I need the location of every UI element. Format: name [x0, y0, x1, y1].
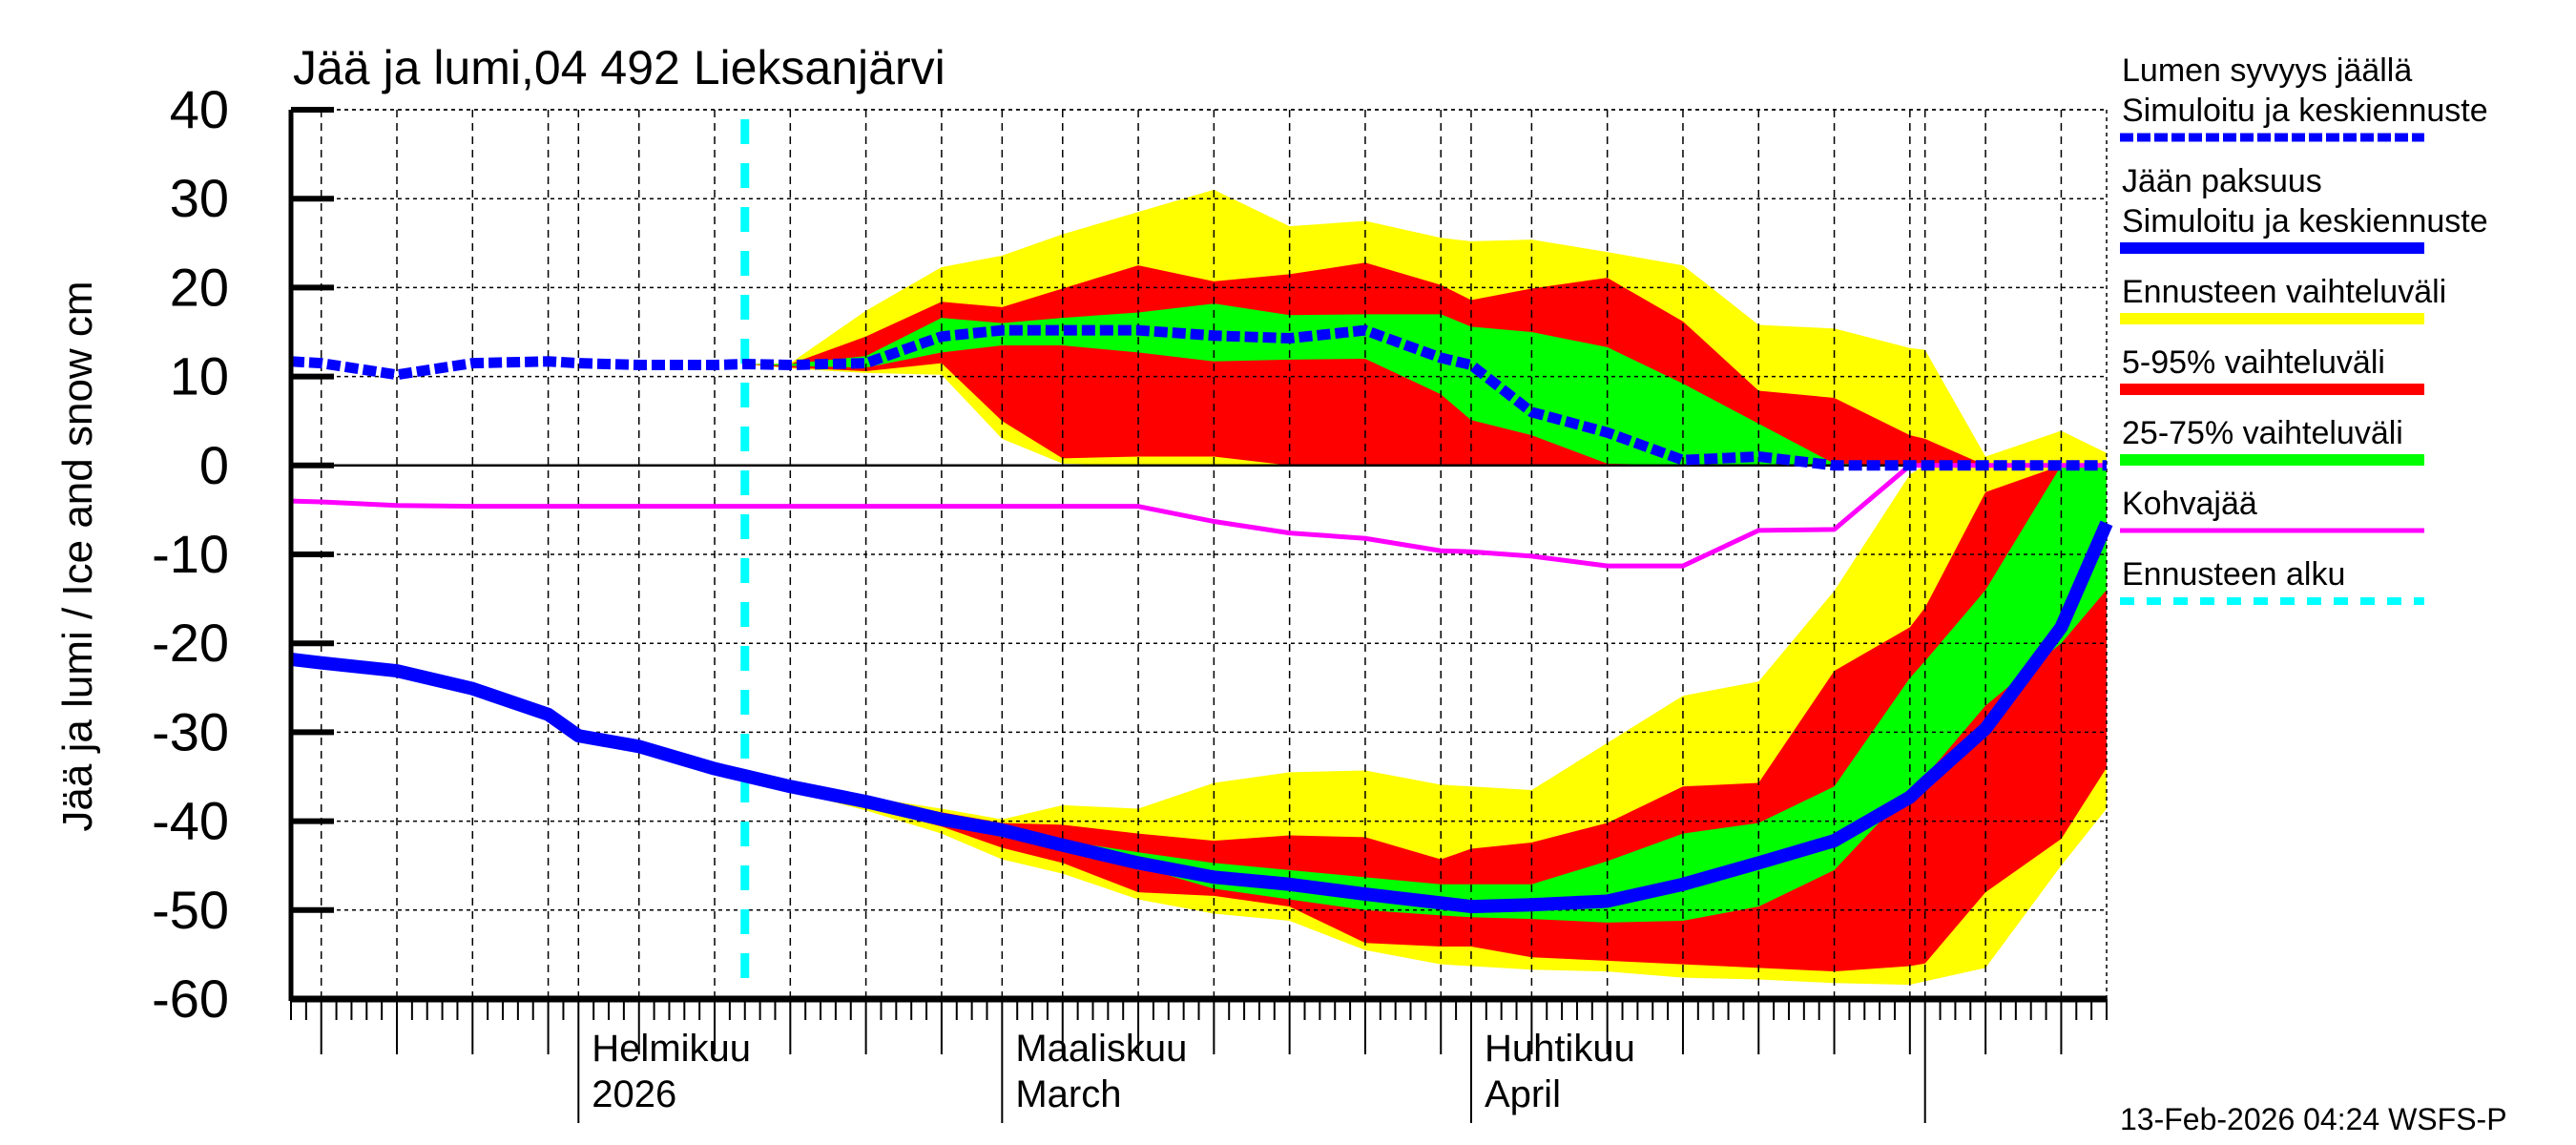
bands-layer: [744, 189, 2107, 986]
legend-sublabel: Simuloitu ja keskiennuste: [2122, 203, 2488, 239]
y-tick-label: -20: [152, 613, 229, 673]
y-tick-label: -50: [152, 880, 229, 940]
snow-25-75-band: [744, 303, 2107, 466]
legend: Lumen syvyys jäällä Simuloitu ja keskienn…: [2120, 52, 2488, 605]
y-tick-label: -10: [152, 524, 229, 584]
legend-sublabel: Simuloitu ja keskiennuste: [2122, 93, 2488, 129]
legend-label: 25-75% vaihteluväli: [2122, 415, 2403, 451]
y-tick-label: -40: [152, 791, 229, 851]
legend-label: Kohvajää: [2122, 486, 2257, 522]
y-tick-label: 10: [170, 346, 229, 406]
y-tick-label: 0: [199, 435, 229, 495]
y-axis-label: Jää ja lumi / Ice and snow cm: [54, 281, 101, 831]
month-sublabel: April: [1485, 1073, 1561, 1115]
y-tick-label: -60: [152, 968, 229, 1029]
month-sublabel: 2026: [592, 1073, 676, 1115]
legend-label: 5-95% vaihteluväli: [2122, 344, 2385, 381]
legend-label: Jään paksuus: [2122, 163, 2322, 199]
legend-label: Lumen syvyys jäällä: [2122, 52, 2412, 89]
ice-thickness-line: [290, 520, 2113, 914]
month-label: Maaliskuu: [1015, 1028, 1187, 1070]
y-tick-label: 40: [170, 79, 229, 139]
month-sublabel: March: [1015, 1073, 1121, 1115]
y-tick-label: -30: [152, 701, 229, 761]
month-label: Helmikuu: [592, 1028, 751, 1070]
chart-title: Jää ja lumi,04 492 Lieksanjärvi: [293, 41, 945, 94]
legend-label: Ennusteen alku: [2122, 556, 2345, 593]
snow-depth-line: [290, 324, 2107, 471]
lines-layer: [290, 119, 2113, 999]
footer-timestamp: 13-Feb-2026 04:24 WSFS-P: [2120, 1102, 2507, 1136]
y-tick-label: 20: [170, 257, 229, 317]
slush-ice-line: [290, 463, 2107, 569]
month-label: Huhtikuu: [1485, 1028, 1635, 1070]
legend-label: Ennusteen vaihteluväli: [2122, 274, 2446, 310]
grid-layer: [291, 109, 2108, 1000]
y-tick-label: 30: [170, 168, 229, 228]
